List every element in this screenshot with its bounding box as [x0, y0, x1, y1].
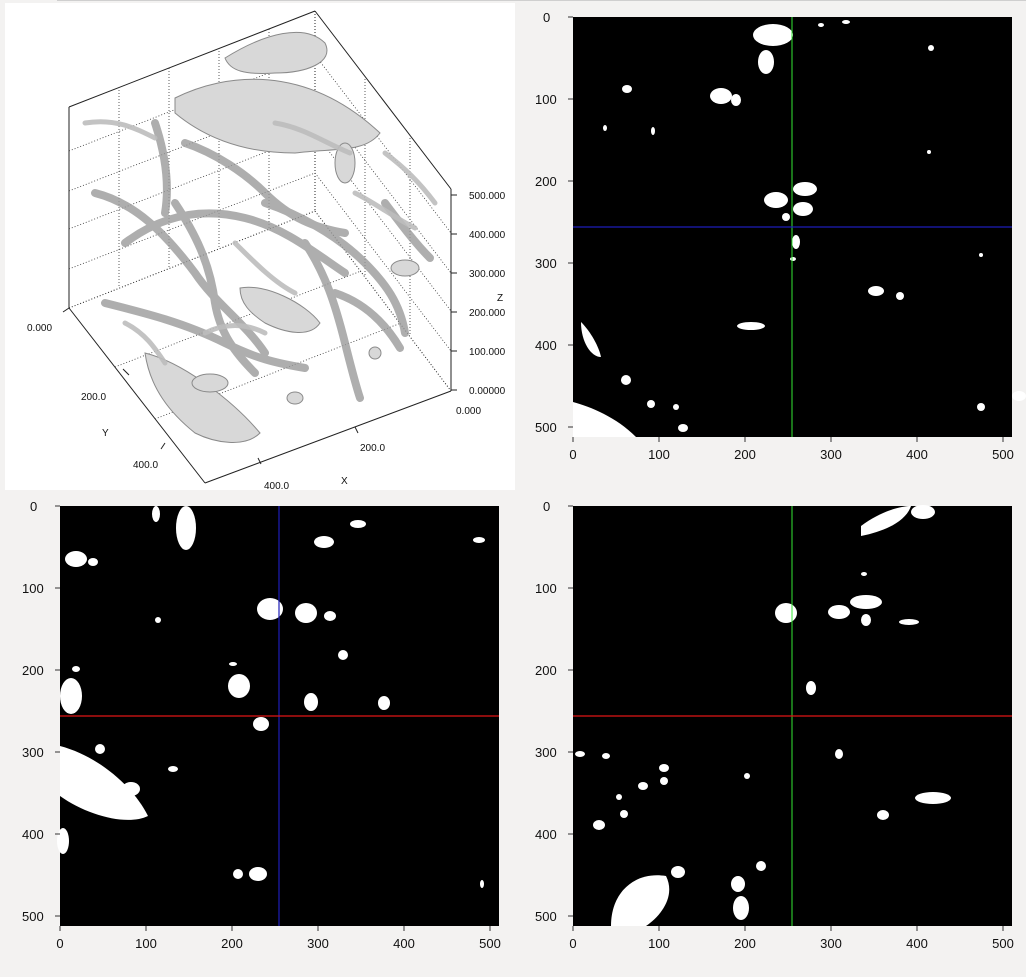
vessel-network: [144, 31, 420, 443]
slice-view-bottom-right[interactable]: 0 100 200 300 400 500 0 100 200 300 400 …: [521, 496, 1026, 956]
x-tick-label: 0.000: [456, 406, 481, 417]
z-axis-labels: 500.000 400.000 300.000 Z 200.000 100.00…: [469, 191, 506, 397]
y-tick-label: 300: [535, 745, 557, 760]
y-tick-label: 0.000: [27, 323, 52, 334]
y-tick-label: 0: [543, 499, 550, 514]
x-axis-labels: 0.000 200.0 X 400.0: [264, 406, 481, 492]
tick-marks: [568, 505, 1004, 931]
y-tick-label: 100: [22, 581, 44, 596]
x-tick-label: 100: [648, 447, 670, 462]
z-tick-label: 200.000: [469, 308, 506, 319]
slice-svg-bottom-left[interactable]: 0 100 200 300 400 500 0 100 200 300 400 …: [8, 496, 513, 956]
x-tick-label: 200: [734, 447, 756, 462]
y-tick-label: 400: [535, 338, 557, 353]
y-tick-label: 100: [535, 92, 557, 107]
x-tick-label: 400: [906, 936, 928, 951]
y-tick-label: 200.0: [81, 392, 106, 403]
x-axis-ticks: 0 100 200 300 400 500: [56, 936, 500, 951]
y-tick-label: 400: [22, 827, 44, 842]
x-tick-label: 200: [221, 936, 243, 951]
z-tick-label: 500.000: [469, 191, 506, 202]
x-tick-label: 0: [56, 936, 63, 951]
x-tick-label: 300: [820, 447, 842, 462]
y-axis-ticks: 0 100 200 300 400 500: [535, 10, 557, 435]
z-tick-label: 100.000: [469, 347, 506, 358]
y-axis-title: Y: [102, 428, 109, 439]
x-tick-label: 200.0: [360, 443, 385, 454]
x-tick-label: 0: [569, 936, 576, 951]
y-axis-labels: 0.000 200.0 Y 400.0: [27, 323, 158, 471]
y-tick-label: 200: [22, 663, 44, 678]
tick-marks: [568, 16, 1004, 442]
x-tick-label: 100: [135, 936, 157, 951]
y-tick-label: 500: [535, 909, 557, 924]
y-tick-label: 300: [22, 745, 44, 760]
slice-svg-top-right[interactable]: 0 100 200 300 400 500 0 100 200 300 400 …: [521, 7, 1026, 470]
x-tick-label: 500: [479, 936, 501, 951]
y-tick-label: 500: [535, 420, 557, 435]
y-tick-label: 300: [535, 256, 557, 271]
x-tick-label: 0: [569, 447, 576, 462]
y-axis-ticks: 0 100 200 300 400 500: [535, 499, 557, 924]
z-tick-label: 0.00000: [469, 386, 506, 397]
segmented-blobs: [575, 505, 951, 926]
axis-ticks: [62, 194, 457, 465]
segmented-blobs: [573, 20, 1026, 437]
x-tick-label: 100: [648, 936, 670, 951]
y-tick-label: 400.0: [133, 460, 158, 471]
x-axis-ticks: 0 100 200 300 400 500: [569, 447, 1013, 462]
x-tick-label: 400: [906, 447, 928, 462]
x-tick-label: 300: [307, 936, 329, 951]
x-tick-label: 500: [992, 936, 1014, 951]
slice-svg-bottom-right[interactable]: 0 100 200 300 400 500 0 100 200 300 400 …: [521, 496, 1026, 956]
slice-view-bottom-left[interactable]: 0 100 200 300 400 500 0 100 200 300 400 …: [8, 496, 513, 956]
z-tick-label: 400.000: [469, 230, 506, 241]
vessel-tubes-small: [82, 119, 438, 366]
x-tick-label: 200: [734, 936, 756, 951]
y-tick-label: 200: [535, 663, 557, 678]
tick-marks: [55, 505, 491, 931]
y-tick-label: 0: [543, 10, 550, 25]
x-tick-label: 300: [820, 936, 842, 951]
volume-render-panel[interactable]: 500.000 400.000 300.000 Z 200.000 100.00…: [5, 3, 515, 492]
y-tick-label: 500: [22, 909, 44, 924]
x-axis-ticks: 0 100 200 300 400 500: [569, 936, 1013, 951]
segmented-blobs: [57, 506, 485, 888]
y-tick-label: 400: [535, 827, 557, 842]
volume-render-svg[interactable]: 500.000 400.000 300.000 Z 200.000 100.00…: [5, 3, 515, 492]
x-tick-label: 400: [393, 936, 415, 951]
z-axis-title: Z: [497, 293, 503, 304]
slice-view-top-right[interactable]: 0 100 200 300 400 500 0 100 200 300 400 …: [521, 7, 1026, 470]
y-tick-label: 100: [535, 581, 557, 596]
top-border: [57, 0, 1026, 1]
x-tick-label: 400.0: [264, 481, 289, 490]
y-tick-label: 200: [535, 174, 557, 189]
x-axis-title: X: [341, 476, 348, 487]
z-tick-label: 300.000: [469, 269, 506, 280]
y-tick-label: 0: [30, 499, 37, 514]
x-tick-label: 500: [992, 447, 1014, 462]
y-axis-ticks: 0 100 200 300 400 500: [22, 499, 44, 924]
